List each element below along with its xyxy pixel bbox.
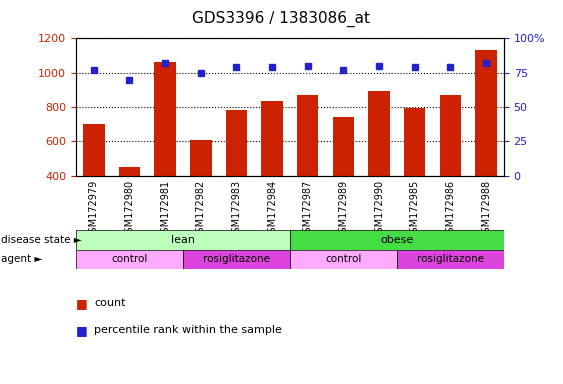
Bar	[183, 250, 290, 269]
Text: GDS3396 / 1383086_at: GDS3396 / 1383086_at	[193, 11, 370, 27]
Text: ■: ■	[76, 324, 88, 337]
Text: ■: ■	[76, 297, 88, 310]
Text: GSM172988: GSM172988	[481, 180, 491, 239]
Bar	[261, 101, 283, 175]
Bar	[440, 94, 461, 175]
Bar	[226, 111, 247, 175]
Text: GSM172982: GSM172982	[196, 180, 206, 239]
Bar	[290, 230, 504, 250]
Text: GSM172989: GSM172989	[338, 180, 348, 239]
Text: agent ►: agent ►	[1, 254, 42, 264]
Text: lean: lean	[171, 235, 195, 245]
Text: GSM172979: GSM172979	[89, 180, 99, 239]
Text: GSM172986: GSM172986	[445, 180, 455, 239]
Bar	[333, 117, 354, 175]
Bar	[297, 94, 319, 175]
Text: GSM172981: GSM172981	[160, 180, 170, 239]
Text: GSM172985: GSM172985	[410, 180, 420, 239]
Bar	[190, 140, 212, 175]
Bar	[83, 124, 105, 175]
Text: GSM172980: GSM172980	[124, 180, 135, 239]
Text: GSM172990: GSM172990	[374, 180, 384, 239]
Bar	[397, 250, 504, 269]
Bar	[404, 108, 426, 175]
Text: percentile rank within the sample: percentile rank within the sample	[94, 325, 282, 335]
Bar	[154, 62, 176, 175]
Bar	[290, 250, 397, 269]
Text: obese: obese	[380, 235, 414, 245]
Text: count: count	[94, 298, 126, 308]
Text: GSM172984: GSM172984	[267, 180, 277, 239]
Bar	[368, 91, 390, 175]
Text: GSM172987: GSM172987	[303, 180, 313, 239]
Text: control: control	[325, 254, 361, 264]
Text: rosiglitazone: rosiglitazone	[417, 254, 484, 264]
Bar	[119, 167, 140, 175]
Bar	[76, 230, 290, 250]
Text: rosiglitazone: rosiglitazone	[203, 254, 270, 264]
Text: GSM172983: GSM172983	[231, 180, 242, 239]
Text: disease state ►: disease state ►	[1, 235, 82, 245]
Bar	[475, 50, 497, 175]
Bar	[76, 250, 183, 269]
Text: control: control	[111, 254, 148, 264]
